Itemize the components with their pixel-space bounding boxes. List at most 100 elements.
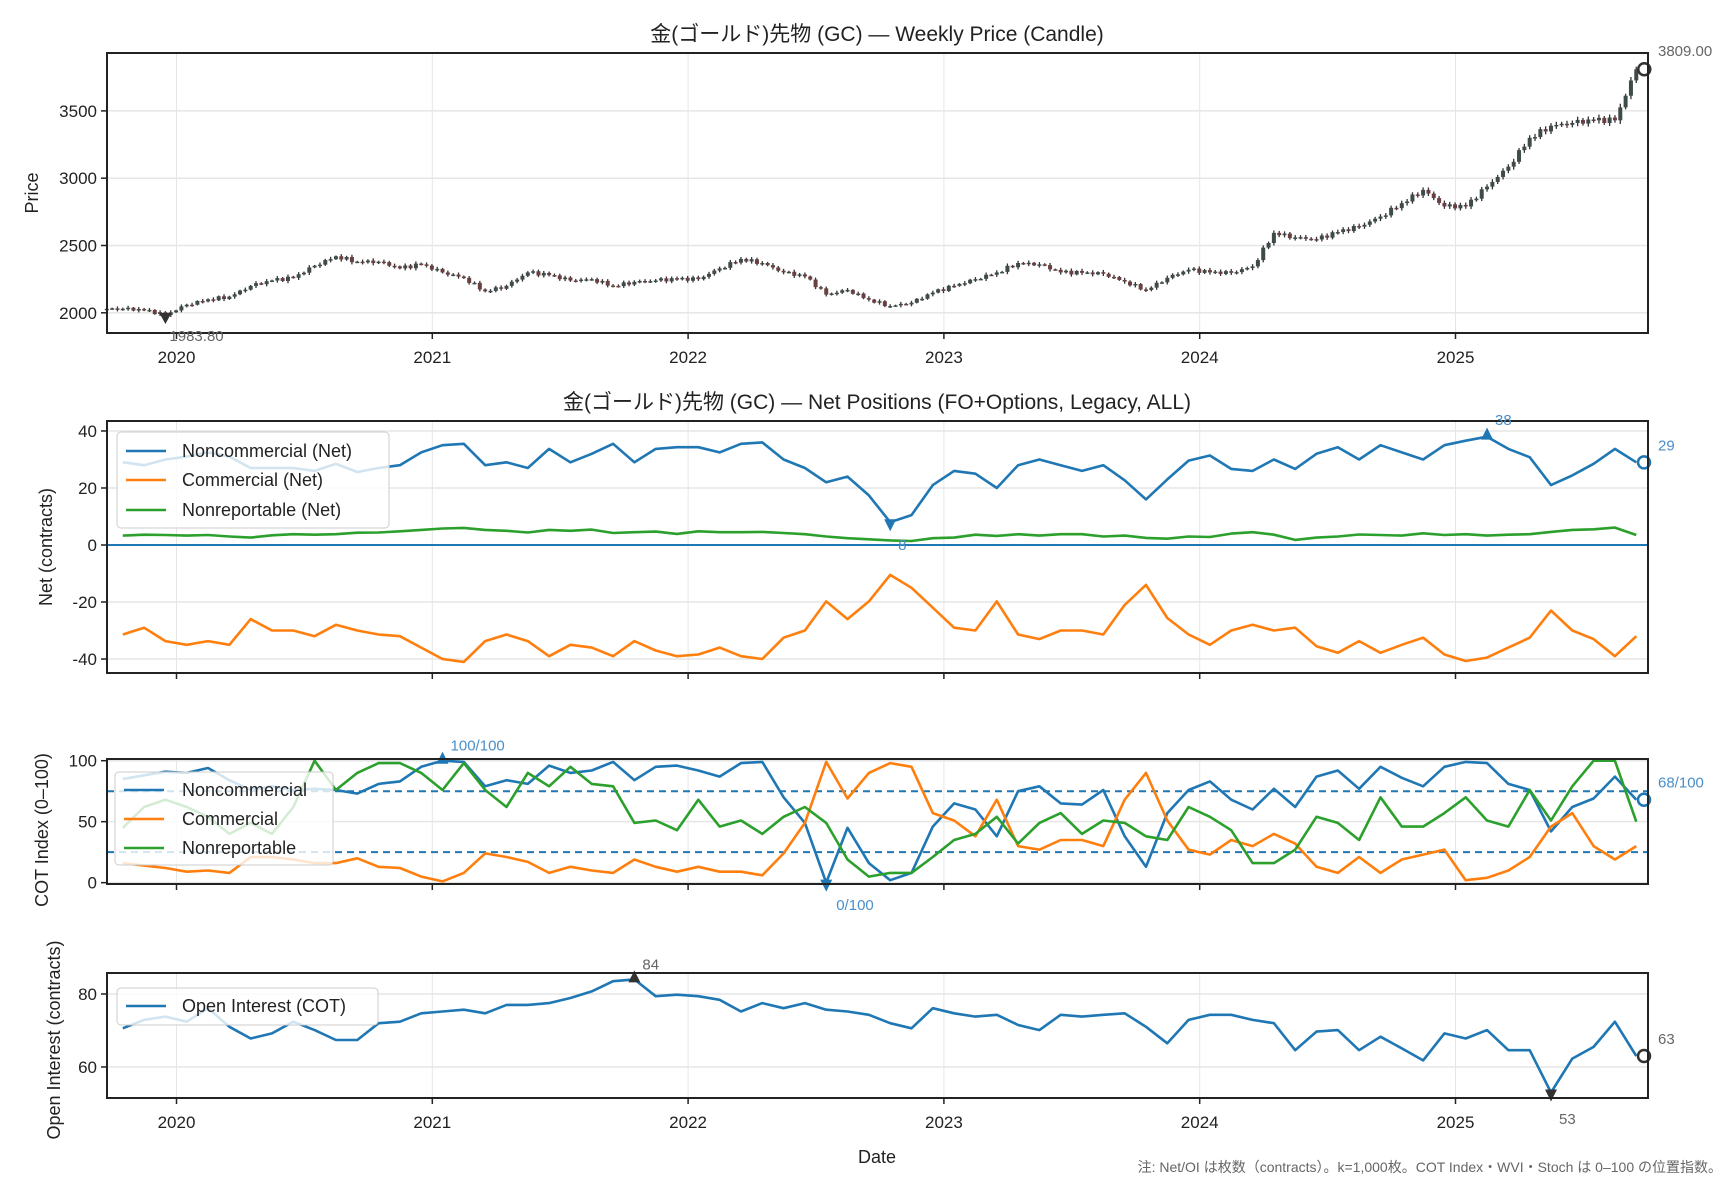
candle-body xyxy=(190,304,195,307)
candle-body xyxy=(291,276,296,279)
candle-body xyxy=(355,261,360,264)
last-value-marker xyxy=(1636,455,1652,470)
candle-body xyxy=(829,293,834,295)
grid-layer xyxy=(107,53,1648,1098)
candle-body xyxy=(1399,203,1404,209)
candle-body xyxy=(328,259,333,261)
candle-body xyxy=(1138,284,1143,290)
candle-body xyxy=(413,263,418,269)
candle-body xyxy=(962,283,967,285)
series-line-nonreportable xyxy=(121,759,1638,878)
candle-body xyxy=(1554,124,1559,127)
net-legend: Noncommercial (Net) Commercial (Net) Non… xyxy=(116,431,390,529)
candle-body xyxy=(1250,266,1255,268)
candle-body xyxy=(445,272,450,275)
max-marker-triangle xyxy=(628,970,641,983)
candle-body xyxy=(898,303,903,306)
candle-body xyxy=(1159,282,1164,284)
candle-body xyxy=(781,270,786,273)
net-max-label: 38 xyxy=(1495,412,1512,429)
x-tick-label: 2020 xyxy=(158,1113,196,1132)
candle-body xyxy=(1245,267,1250,270)
candle-body xyxy=(126,307,131,310)
x-tick-label: 2025 xyxy=(1437,1113,1475,1132)
x-axis-label: Date xyxy=(858,1147,896,1167)
candle-body xyxy=(952,285,957,288)
candle-body xyxy=(1335,232,1340,234)
min-marker-triangle xyxy=(884,519,897,532)
candle-body xyxy=(1506,166,1511,171)
candle-body xyxy=(1426,189,1431,194)
candle-body xyxy=(1559,123,1564,126)
candle-body xyxy=(1474,198,1479,201)
candle-body xyxy=(1282,233,1287,236)
candle-body xyxy=(685,277,690,281)
candle-body xyxy=(1010,265,1015,268)
candle-body xyxy=(525,272,530,276)
candle-body xyxy=(872,299,877,303)
cot-last-label: 68/100 xyxy=(1658,775,1704,792)
candle-body xyxy=(1527,137,1532,147)
candle-body xyxy=(728,262,733,268)
y-tick-label: -40 xyxy=(72,650,97,669)
candle-body xyxy=(1501,170,1506,177)
candle-body xyxy=(1437,198,1442,203)
candle-body xyxy=(1090,272,1095,275)
candle-body xyxy=(1490,181,1495,187)
candle-body xyxy=(744,258,749,262)
candle-body xyxy=(333,256,338,260)
candle-body xyxy=(504,285,509,289)
candle-body xyxy=(552,275,557,277)
candle-body xyxy=(845,289,850,292)
candle-body xyxy=(904,303,909,306)
candle-body xyxy=(786,271,791,274)
candle-body xyxy=(765,263,770,266)
net-min-label: 8 xyxy=(898,537,906,554)
candle-body xyxy=(1309,238,1314,241)
candle-body xyxy=(1021,263,1026,265)
candle-body xyxy=(477,282,482,290)
candle-body xyxy=(1367,221,1372,225)
candle-body xyxy=(1357,226,1362,228)
candle-body xyxy=(1591,119,1596,122)
candle-body xyxy=(1612,117,1617,121)
candle-body xyxy=(1058,269,1063,273)
candle-body xyxy=(1511,161,1516,167)
candle-body xyxy=(1064,270,1069,273)
candle-body xyxy=(643,280,648,283)
candle-body xyxy=(834,292,839,295)
y-tick-label: 100 xyxy=(69,752,97,771)
legend-label-noncommercial: Noncommercial xyxy=(182,780,307,800)
cot-legend: Noncommercial Commercial Nonreportable xyxy=(114,771,334,866)
candle-body xyxy=(227,296,232,300)
candle-body xyxy=(557,275,562,280)
legend-label-open-interest: Open Interest (COT) xyxy=(182,996,346,1016)
candle-body xyxy=(1378,216,1383,219)
candle-body xyxy=(1053,269,1058,271)
last-value-marker xyxy=(1637,62,1652,77)
candle-body xyxy=(1548,125,1553,132)
candle-body xyxy=(818,287,823,289)
x-tick-label: 2023 xyxy=(925,1113,963,1132)
candle-body xyxy=(909,302,914,305)
candle-body xyxy=(653,280,658,282)
candle-body xyxy=(1117,276,1122,280)
candle-body xyxy=(435,268,440,271)
candle-body xyxy=(893,305,898,307)
candle-body xyxy=(669,278,674,282)
candle-body xyxy=(1181,271,1186,275)
candle-body xyxy=(211,299,216,301)
candle-body xyxy=(483,289,488,292)
candle-body xyxy=(984,274,989,279)
x-tick-label: 2024 xyxy=(1181,348,1219,367)
candle-body xyxy=(840,290,845,293)
candle-body xyxy=(1218,271,1223,274)
cot-ylabel: COT Index (0–100) xyxy=(32,753,52,907)
candle-body xyxy=(1239,269,1244,273)
candle-body xyxy=(216,296,221,301)
candle-body xyxy=(706,273,711,277)
candle-body xyxy=(1495,176,1500,182)
candle-body xyxy=(675,278,680,280)
y-tick-label: 2500 xyxy=(59,237,97,256)
candle-body xyxy=(440,268,445,273)
